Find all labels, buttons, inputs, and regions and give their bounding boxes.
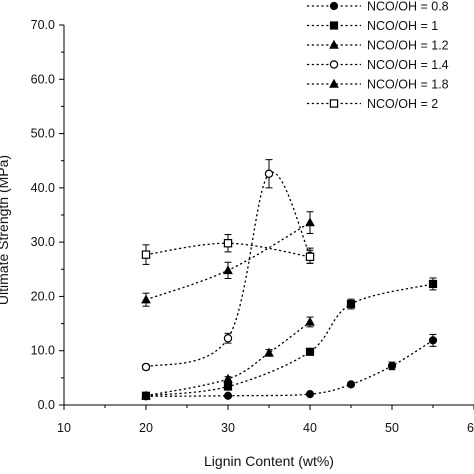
data-point [264,169,274,178]
series-1 [141,333,438,401]
legend-marker [329,60,339,69]
y-tick-label: 0.0 [38,398,55,412]
data-point [141,390,151,400]
legend-label: NCO/OH = 2 [367,97,438,111]
series-5 [141,211,315,307]
axes: 0.0 10.0 20.0 30.0 40.0 50.0 60.0 70.0 10 20 30 40 5… [31,18,474,435]
legend-label: NCO/OH = 1 [367,19,438,33]
legend-marker [329,39,339,49]
y-tick-label: 50.0 [31,127,55,141]
data-point [223,334,233,343]
legend-item-5: NCO/OH = 1.8 [307,78,449,92]
data-point [305,390,315,399]
y-tick-label: 60.0 [31,72,55,86]
data-point [223,239,233,248]
legend-marker [329,99,339,108]
x-tick-label: 10 [57,421,71,435]
y-tick-label: 30.0 [31,235,55,249]
legend-item-1: NCO/OH = 0.8 [307,0,449,14]
data-point [346,299,356,309]
data-point [305,347,315,356]
y-tick-label: 20.0 [31,289,55,303]
legend-marker [329,21,339,30]
series-line [145,283,434,397]
x-axis-title: Lignin Content (wt%) [204,453,334,469]
y-tick-label: 10.0 [31,344,55,358]
plot-area [141,159,438,401]
data-point [305,252,315,261]
legend-label: NCO/OH = 1.4 [367,58,449,72]
legend-label: NCO/OH = 1.8 [367,78,449,92]
series-line [145,321,311,397]
data-point [387,361,397,371]
legend-item-3: NCO/OH = 1.2 [307,39,449,53]
y-tick-label: 40.0 [31,181,55,195]
data-point [223,382,233,391]
data-point [223,373,233,383]
x-tick-label: 40 [303,421,317,435]
legend-label: NCO/OH = 0.8 [367,0,449,14]
data-point [428,279,438,289]
data-point [141,294,151,304]
x-tick-label: 60 [467,421,474,435]
legend-item-2: NCO/OH = 1 [307,19,438,33]
data-point [141,362,151,372]
data-point [141,250,151,259]
data-point [223,265,233,275]
x-tick-label: 30 [221,421,235,435]
legend-item-4: NCO/OH = 1.4 [307,58,449,72]
legend-label: NCO/OH = 1.2 [367,39,449,53]
x-tick-label: 50 [385,421,399,435]
series-line [145,171,311,368]
legend: NCO/OH = 0.8 NCO/OH = 1 NCO/OH = 1.2 NCO/OH… [307,0,449,111]
data-point [428,336,438,345]
legend-marker [329,78,339,88]
x-tick-label: 20 [139,421,153,435]
data-point [346,380,356,389]
series-2 [141,277,438,400]
y-axis-title: Ultimate Strength (MPa) [0,155,11,305]
data-point [305,316,315,326]
data-point [264,347,274,357]
legend-marker [329,1,339,11]
y-tick-label: 70.0 [31,18,55,32]
legend-item-6: NCO/OH = 2 [307,97,438,111]
data-point [305,217,315,227]
series-3 [141,316,315,400]
data-point [223,391,233,400]
series-6 [141,234,315,265]
